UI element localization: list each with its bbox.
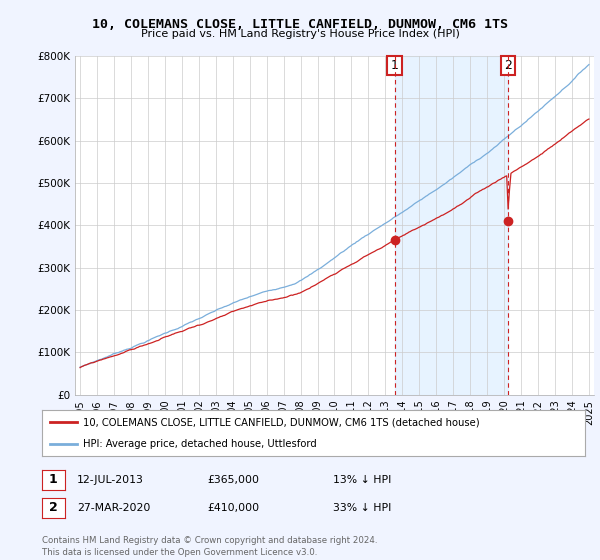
- Text: Contains HM Land Registry data © Crown copyright and database right 2024.
This d: Contains HM Land Registry data © Crown c…: [42, 536, 377, 557]
- Text: 33% ↓ HPI: 33% ↓ HPI: [333, 503, 391, 513]
- Text: 13% ↓ HPI: 13% ↓ HPI: [333, 475, 391, 485]
- Text: £410,000: £410,000: [207, 503, 259, 513]
- Text: 2: 2: [49, 501, 58, 515]
- Text: 12-JUL-2013: 12-JUL-2013: [77, 475, 143, 485]
- Text: 27-MAR-2020: 27-MAR-2020: [77, 503, 150, 513]
- Text: 1: 1: [49, 473, 58, 487]
- Text: 10, COLEMANS CLOSE, LITTLE CANFIELD, DUNMOW, CM6 1TS: 10, COLEMANS CLOSE, LITTLE CANFIELD, DUN…: [92, 18, 508, 31]
- Text: 1: 1: [391, 59, 398, 72]
- Text: 2: 2: [504, 59, 512, 72]
- Text: £365,000: £365,000: [207, 475, 259, 485]
- Bar: [395, 56, 508, 395]
- Text: HPI: Average price, detached house, Uttlesford: HPI: Average price, detached house, Uttl…: [83, 440, 316, 450]
- Text: 10, COLEMANS CLOSE, LITTLE CANFIELD, DUNMOW, CM6 1TS (detached house): 10, COLEMANS CLOSE, LITTLE CANFIELD, DUN…: [83, 417, 479, 427]
- Text: Price paid vs. HM Land Registry's House Price Index (HPI): Price paid vs. HM Land Registry's House …: [140, 29, 460, 39]
